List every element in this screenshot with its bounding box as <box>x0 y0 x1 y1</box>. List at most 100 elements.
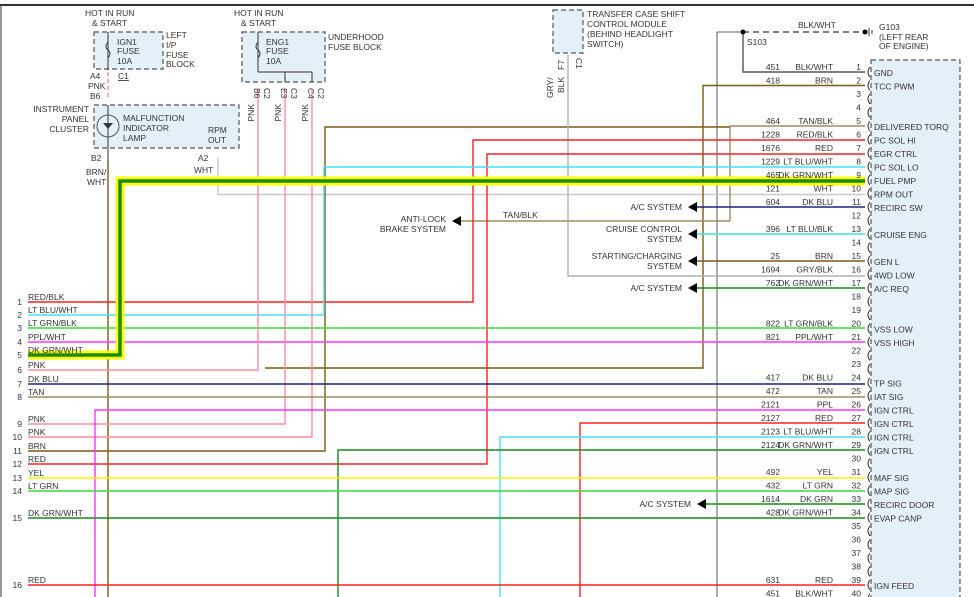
pin-number: 36 <box>852 535 862 545</box>
ground-label: OF ENGINE) <box>879 41 929 51</box>
ecm-pin-19: 19 <box>852 305 871 321</box>
pin-number: 6 <box>17 365 22 375</box>
pin-terminal-icon <box>867 431 871 442</box>
wire-color-label: TAN <box>817 386 833 396</box>
pin-number: 39 <box>852 575 862 585</box>
circuit-number: 417 <box>766 373 780 383</box>
pin-function: TCC PWM <box>874 82 915 92</box>
cluster-label: INSTRUMENT <box>33 104 89 114</box>
pin-function: IAT SIG <box>874 392 903 402</box>
fuse-name: IGN1 <box>117 37 137 47</box>
pin-terminal-icon <box>867 390 871 402</box>
pin-function: DELIVERED TORQ <box>874 122 949 132</box>
pin-terminal-icon <box>867 215 871 226</box>
circuit-number: 2127 <box>761 413 780 423</box>
pin-terminal-icon <box>867 242 871 253</box>
cluster-box <box>93 104 240 149</box>
wire-color-label: TAN/BLK <box>798 116 833 126</box>
pin-terminal-icon <box>867 417 871 429</box>
pin-label: E3 <box>279 88 289 99</box>
circuit-number: 1694 <box>761 265 780 275</box>
pin-number: 4 <box>17 337 22 347</box>
pin-terminal-icon <box>867 444 871 456</box>
led-icon <box>103 123 113 129</box>
abs-label: BRAKE SYSTEM <box>380 224 446 234</box>
wire-pin-7 <box>28 153 865 465</box>
circuit-number: 1676 <box>761 143 780 153</box>
wire-color-label: DK GRN/WHT <box>778 170 833 180</box>
pin-number: 35 <box>852 521 862 531</box>
ecm-pin-32: 32 432 LT GRN MAP SIG <box>766 481 909 497</box>
wire-color-label: DK GRN/WHT <box>778 508 833 518</box>
splice-label: S103 <box>747 37 767 47</box>
lamp-label: LAMP <box>123 133 146 143</box>
left-ip-fuse-block: HOT IN RUN & START IGN1 FUSE 10A LEFT I/… <box>85 8 195 101</box>
circuit-number: 1229 <box>761 157 780 167</box>
ecm-pin-26: 26 2121 PPL IGN CTRL <box>761 400 914 416</box>
wire-color-label: DK GRN/WHT <box>28 345 83 355</box>
fuse-name: ENG1 <box>266 37 289 47</box>
pin-terminal-icon <box>867 161 871 172</box>
wire-pin-10 <box>217 158 865 196</box>
pin-function: IGN CTRL <box>874 446 914 456</box>
pin-number: 11 <box>852 197 861 207</box>
pin-number: 1 <box>17 297 22 307</box>
pin-number: 19 <box>852 305 862 315</box>
ecm-pin-18: 18 <box>852 292 871 307</box>
wire-pin-28 <box>499 436 865 597</box>
pin-number: 20 <box>852 319 862 329</box>
underhood-fuse-block: HOT IN RUN & START ENG1 FUSE 10A UNDERHO… <box>234 8 384 121</box>
left-pin-6: 6 PNK <box>17 360 46 375</box>
pin-label: F7 <box>556 60 566 70</box>
wire-color-label: DK BLU <box>802 197 833 207</box>
arrow-left-icon <box>697 499 706 509</box>
left-pin-9: 9 PNK <box>17 414 46 429</box>
pin-number: 10 <box>852 184 862 194</box>
pin-function: GND <box>874 68 893 78</box>
wire-color-label: DK GRN/WHT <box>28 508 83 518</box>
pin-number: 21 <box>852 332 862 342</box>
circuit-number: 451 <box>766 62 780 72</box>
pin-number: 9 <box>856 170 861 180</box>
lamp-label: INDICATOR <box>123 123 169 133</box>
pin-number: 8 <box>856 157 861 167</box>
wire-color-label: PPL/WHT <box>795 332 833 342</box>
wire-pin-16 <box>567 55 865 277</box>
pin-number: 2 <box>17 310 22 320</box>
wire-color-label: PNK <box>28 360 46 370</box>
pin-terminal-icon <box>867 282 871 294</box>
left-pin-4: 4 PPL/WHT <box>17 332 66 347</box>
pin-terminal-icon <box>867 201 871 213</box>
pin-function: PC SOL LO <box>874 163 919 173</box>
pin-terminal-icon <box>867 296 871 307</box>
pin-function: CRUISE ENG <box>874 230 927 240</box>
wire-color-label: BLK <box>556 77 566 93</box>
pin-terminal-icon <box>867 174 871 186</box>
left-pin-1: 1 RED/BLK <box>17 292 64 307</box>
pin-number: 7 <box>856 143 861 153</box>
pin-number: 9 <box>17 419 22 429</box>
module-label: SWITCH) <box>587 39 624 49</box>
pin-function: A/C REQ <box>874 284 909 294</box>
pin-number: 8 <box>17 392 22 402</box>
ecm-pin-1: 1 451 BLK/WHT GND <box>766 62 893 78</box>
pin-label: A2 <box>198 153 209 163</box>
wire-color-label: DK GRN/WHT <box>778 440 833 450</box>
ecm-pin-10: 10 121 WHT RPM OUT <box>766 184 913 200</box>
ecm-pin-7: 7 1676 RED EGR CTRL <box>761 143 917 159</box>
circuit-number: 428 <box>766 508 780 518</box>
block-label: FUSE <box>166 50 189 60</box>
wire-color-label: LT GRN/BLK <box>784 319 833 329</box>
wire-color-label: RED <box>815 575 833 585</box>
wire-pin-26 <box>94 409 865 597</box>
circuit-number: 465 <box>766 170 780 180</box>
left-pin-5: 5 DK GRN/WHT <box>17 345 83 360</box>
module-label: (BEHIND HEADLIGHT <box>587 29 673 39</box>
wire-pin-5 <box>729 125 865 221</box>
ecm-pin-33: 33 1614 DK GRN RECIRC DOOR <box>761 494 934 510</box>
pin-number: 27 <box>852 413 862 423</box>
